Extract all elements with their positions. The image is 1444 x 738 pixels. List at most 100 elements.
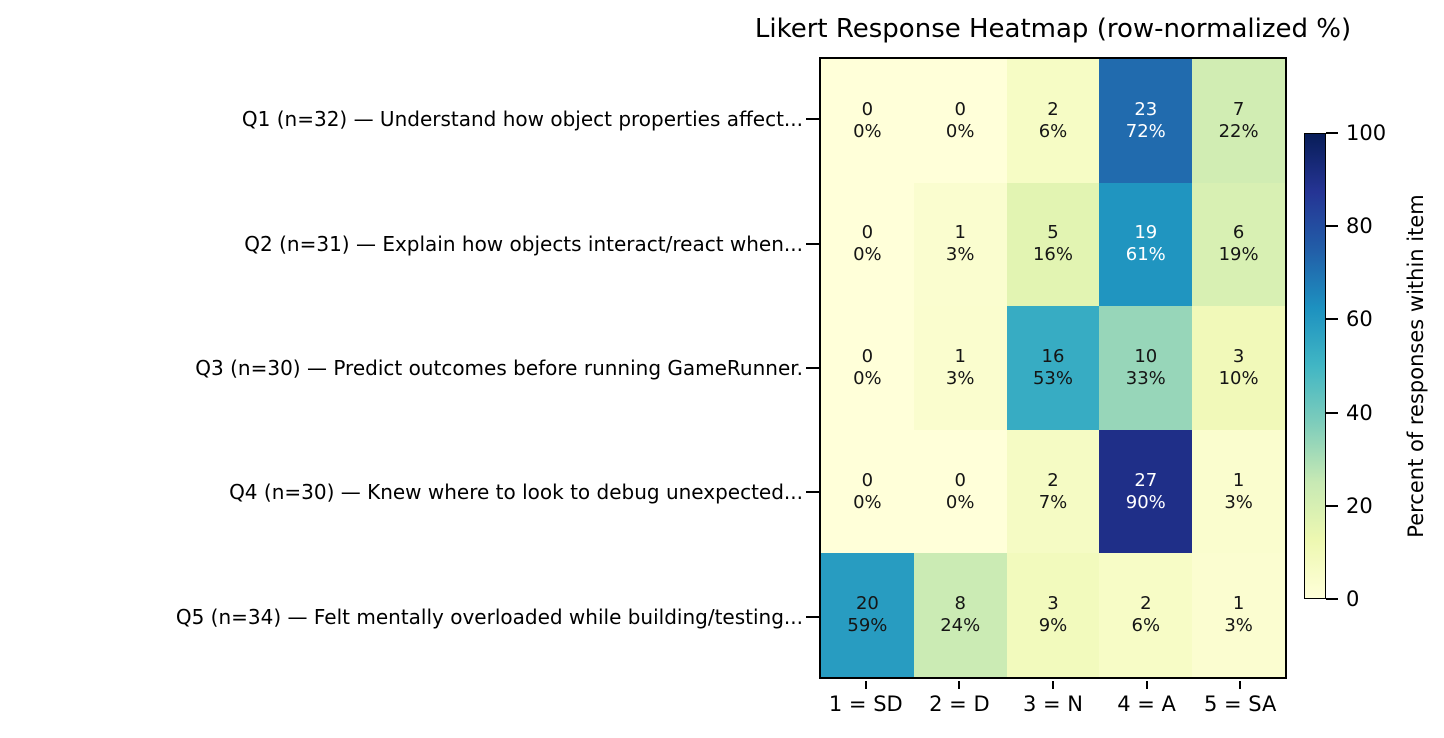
heatmap-cell: 27 90% bbox=[1099, 429, 1193, 554]
colorbar-tick bbox=[1326, 598, 1338, 600]
cell-count: 1 bbox=[1232, 593, 1245, 615]
y-tick-label: Q2 (n=31) — Explain how objects interact… bbox=[244, 231, 803, 256]
colorbar-tick-label: 40 bbox=[1346, 400, 1373, 425]
cell-count: 7 bbox=[1232, 98, 1245, 120]
x-tick-label: 2 = D bbox=[929, 692, 990, 716]
heatmap-cell: 5 16% bbox=[1006, 182, 1100, 307]
y-tick-label: Q1 (n=32) — Understand how object proper… bbox=[241, 107, 803, 132]
y-tick-label: Q3 (n=30) — Predict outcomes before runn… bbox=[195, 356, 803, 380]
y-tick bbox=[806, 367, 819, 369]
chart-title: Likert Response Heatmap (row-normalized … bbox=[754, 14, 1352, 44]
y-tick-label: Q4 (n=30) — Knew where to look to debug … bbox=[229, 480, 803, 505]
cell-percent: 0% bbox=[945, 120, 975, 142]
heatmap-cell: 0 0% bbox=[821, 182, 914, 307]
cell-count: 19 bbox=[1134, 222, 1158, 244]
y-tick-label: Q5 (n=34) — Felt mentally overloaded whi… bbox=[175, 604, 803, 629]
cell-percent: 24% bbox=[940, 615, 981, 637]
heatmap-grid: 0 0% 0 0% 2 6% 23 72% 7 22% 0 0% 1 3% 5 16% 19 61% 6 19% 0 0%… bbox=[819, 57, 1287, 679]
cell-count: 6 bbox=[1232, 222, 1245, 244]
heatmap-cell: 20 59% bbox=[821, 553, 914, 677]
colorbar-tick-label: 20 bbox=[1346, 493, 1373, 518]
cell-count: 2 bbox=[1047, 98, 1059, 120]
x-tick bbox=[864, 681, 867, 689]
cell-percent: 6% bbox=[1038, 120, 1068, 142]
heatmap-cell: 1 3% bbox=[1192, 553, 1285, 677]
heatmap-cell: 0 0% bbox=[821, 306, 914, 430]
heatmap-cell: 8 24% bbox=[913, 553, 1007, 677]
heatmap-cell: 7 22% bbox=[1192, 59, 1285, 183]
cell-percent: 33% bbox=[1125, 367, 1166, 389]
heatmap-cell: 1 3% bbox=[913, 182, 1007, 307]
cell-count: 0 bbox=[954, 98, 966, 120]
colorbar-label: Percent of responses within item bbox=[1404, 194, 1428, 538]
colorbar-tick bbox=[1326, 132, 1338, 134]
cell-count: 2 bbox=[1047, 469, 1059, 491]
x-tick-label: 4 = A bbox=[1117, 692, 1176, 716]
heatmap-cell: 1 3% bbox=[1192, 429, 1285, 554]
x-tick bbox=[1052, 681, 1054, 689]
y-tick bbox=[806, 615, 819, 618]
colorbar-tick-label: 80 bbox=[1346, 214, 1373, 239]
heatmap-cell: 0 0% bbox=[913, 59, 1007, 183]
cell-count: 0 bbox=[861, 98, 874, 120]
cell-percent: 19% bbox=[1218, 244, 1259, 266]
cell-percent: 10% bbox=[1218, 367, 1259, 389]
cell-percent: 16% bbox=[1032, 244, 1073, 266]
heatmap-cell: 23 72% bbox=[1099, 59, 1193, 183]
cell-percent: 0% bbox=[853, 367, 882, 389]
heatmap-cell: 3 10% bbox=[1192, 306, 1285, 430]
x-tick bbox=[958, 681, 961, 689]
heatmap-cell: 1 3% bbox=[913, 306, 1007, 430]
cell-percent: 0% bbox=[945, 491, 975, 513]
cell-count: 0 bbox=[861, 222, 874, 244]
x-tick-label: 3 = N bbox=[1022, 692, 1084, 716]
cell-count: 3 bbox=[1047, 593, 1059, 615]
y-tick bbox=[806, 491, 819, 494]
cell-percent: 72% bbox=[1125, 120, 1166, 142]
cell-count: 0 bbox=[954, 469, 966, 491]
cell-count: 23 bbox=[1134, 98, 1158, 120]
cell-count: 0 bbox=[861, 345, 874, 367]
x-tick bbox=[1239, 681, 1242, 689]
colorbar-tick-label: 100 bbox=[1346, 121, 1387, 145]
y-tick bbox=[806, 118, 819, 121]
cell-count: 10 bbox=[1134, 345, 1158, 367]
colorbar-tick bbox=[1326, 318, 1338, 321]
cell-percent: 59% bbox=[847, 615, 888, 637]
y-tick bbox=[806, 242, 819, 245]
heatmap-cell: 2 6% bbox=[1099, 553, 1193, 677]
cell-percent: 0% bbox=[853, 491, 882, 513]
cell-count: 8 bbox=[954, 593, 966, 615]
heatmap-cell: 0 0% bbox=[913, 429, 1007, 554]
heatmap-cell: 10 33% bbox=[1099, 306, 1193, 430]
heatmap-cell: 0 0% bbox=[821, 429, 914, 554]
heatmap-cell: 16 53% bbox=[1006, 306, 1100, 430]
x-tick-label: 5 = SA bbox=[1203, 692, 1277, 716]
cell-percent: 3% bbox=[1224, 615, 1253, 637]
cell-percent: 9% bbox=[1038, 615, 1068, 637]
cell-count: 1 bbox=[954, 222, 966, 244]
colorbar-tick bbox=[1326, 225, 1338, 228]
cell-percent: 22% bbox=[1218, 120, 1259, 142]
heatmap-cell: 19 61% bbox=[1099, 182, 1193, 307]
cell-percent: 0% bbox=[853, 120, 882, 142]
cell-percent: 0% bbox=[853, 244, 882, 266]
colorbar-tick bbox=[1326, 504, 1338, 507]
cell-count: 16 bbox=[1041, 345, 1065, 367]
cell-count: 1 bbox=[1232, 469, 1245, 491]
cell-percent: 3% bbox=[945, 244, 975, 266]
x-tick bbox=[1145, 681, 1148, 689]
colorbar-gradient bbox=[1305, 134, 1325, 598]
cell-percent: 61% bbox=[1125, 244, 1166, 266]
heatmap-cell: 6 19% bbox=[1192, 182, 1285, 307]
heatmap-cell: 2 7% bbox=[1006, 429, 1100, 554]
cell-percent: 6% bbox=[1131, 615, 1161, 637]
colorbar-tick bbox=[1326, 411, 1338, 414]
heatmap-cell: 0 0% bbox=[821, 59, 914, 183]
cell-percent: 3% bbox=[945, 367, 975, 389]
cell-percent: 3% bbox=[1224, 491, 1253, 513]
heatmap-cell: 3 9% bbox=[1006, 553, 1100, 677]
cell-percent: 53% bbox=[1032, 367, 1073, 389]
cell-count: 5 bbox=[1047, 222, 1059, 244]
cell-count: 27 bbox=[1134, 469, 1158, 491]
